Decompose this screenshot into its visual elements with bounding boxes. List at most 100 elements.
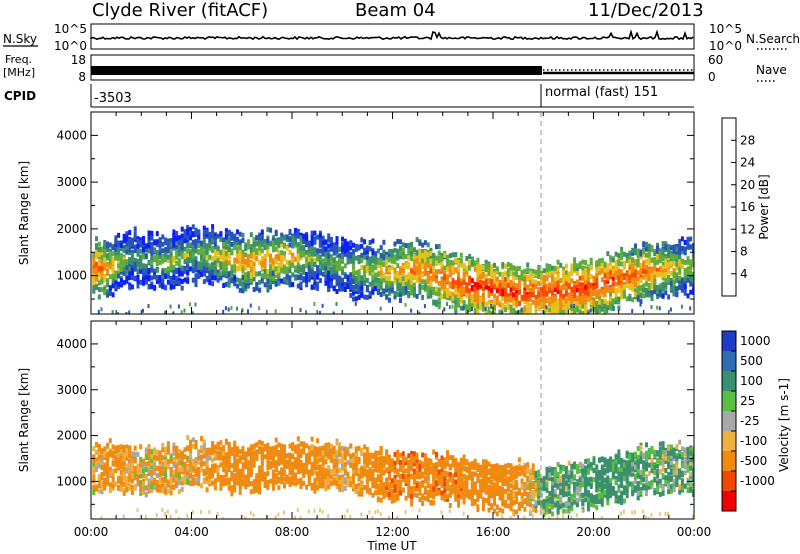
- power-point: [462, 280, 466, 286]
- power-point: [247, 274, 250, 280]
- power-point: [683, 276, 687, 282]
- power-point: [169, 252, 173, 258]
- power-point: [658, 283, 662, 289]
- power-point: [418, 269, 422, 275]
- power-point: [589, 257, 593, 263]
- power-point: [180, 226, 184, 232]
- power-point: [114, 252, 118, 258]
- velocity-point: [166, 509, 169, 514]
- power-point: [484, 307, 487, 311]
- power-point: [642, 264, 646, 270]
- velocity-point: [219, 477, 223, 483]
- power-point: [142, 239, 145, 245]
- power-point: [531, 290, 535, 296]
- power-point: [294, 256, 297, 262]
- velocity-point: [133, 483, 137, 489]
- power-point: [592, 275, 596, 281]
- power-point: [128, 247, 132, 253]
- power-point: [288, 281, 292, 287]
- power-point: [493, 262, 496, 268]
- power-point: [634, 265, 637, 271]
- power-point: [562, 310, 566, 314]
- velocity-point: [95, 457, 98, 463]
- power-point: [296, 253, 300, 259]
- power-point: [130, 271, 134, 277]
- power-point: [100, 252, 104, 258]
- y-tick-label: 2000: [56, 222, 87, 236]
- power-point: [404, 263, 408, 269]
- power-point: [161, 284, 165, 290]
- power-point: [219, 265, 223, 271]
- power-point: [647, 251, 651, 256]
- power-point: [172, 269, 176, 275]
- power-point: [509, 307, 513, 313]
- power-point: [241, 272, 245, 278]
- power-point: [374, 259, 378, 265]
- power-point: [230, 278, 234, 284]
- power-point: [354, 275, 358, 281]
- power-point: [689, 236, 693, 242]
- power-point: [335, 289, 339, 294]
- power-point: [692, 257, 694, 263]
- velocity-point: [128, 473, 132, 479]
- power-point: [95, 236, 98, 242]
- power-point: [158, 278, 162, 284]
- power-point: [103, 249, 107, 255]
- power-point: [617, 269, 621, 275]
- power-point: [224, 254, 228, 260]
- power-point: [332, 242, 336, 248]
- power-point: [622, 289, 626, 295]
- power-point: [473, 295, 477, 301]
- power-point: [410, 290, 414, 296]
- power-point: [423, 265, 427, 271]
- power-point: [443, 294, 447, 300]
- power-point: [631, 297, 635, 303]
- power-point: [658, 286, 662, 292]
- velocity-point: [211, 473, 215, 479]
- power-point: [548, 288, 552, 294]
- velocity-point: [122, 461, 126, 467]
- velocity-point: [191, 466, 195, 472]
- power-point: [506, 297, 510, 302]
- power-point: [150, 264, 154, 270]
- power-point: [310, 235, 314, 241]
- velocity-point: [161, 469, 165, 475]
- power-point: [603, 284, 607, 290]
- power-point: [487, 285, 491, 291]
- power-point: [305, 263, 309, 269]
- power-point: [542, 296, 546, 302]
- velocity-point: [180, 463, 184, 469]
- power-point: [285, 271, 289, 276]
- power-point: [545, 264, 549, 270]
- power-point: [202, 265, 206, 271]
- power-point: [636, 277, 640, 283]
- power-point: [675, 246, 679, 252]
- power-point: [440, 293, 444, 299]
- power-point: [526, 275, 530, 281]
- power-point: [274, 254, 278, 260]
- power-point: [448, 260, 452, 266]
- power-point: [305, 282, 309, 288]
- power-point: [318, 232, 322, 238]
- power-point: [346, 284, 350, 289]
- power-point: [462, 306, 465, 311]
- power-point: [119, 246, 123, 252]
- velocity-point: [161, 476, 165, 482]
- power-point: [692, 252, 694, 258]
- power-point: [360, 265, 364, 271]
- power-point: [432, 267, 436, 272]
- power-point: [454, 299, 458, 305]
- power-point: [515, 290, 519, 296]
- power-point: [371, 280, 375, 286]
- power-point: [341, 257, 344, 263]
- power-point: [476, 257, 480, 263]
- power-point: [509, 297, 513, 303]
- power-point: [133, 266, 137, 272]
- power-point: [92, 288, 96, 294]
- power-point: [520, 295, 524, 300]
- power-point: [252, 255, 256, 261]
- power-point: [512, 265, 516, 271]
- velocity-point: [158, 487, 162, 493]
- velocity-point: [147, 451, 151, 457]
- power-point: [119, 259, 123, 264]
